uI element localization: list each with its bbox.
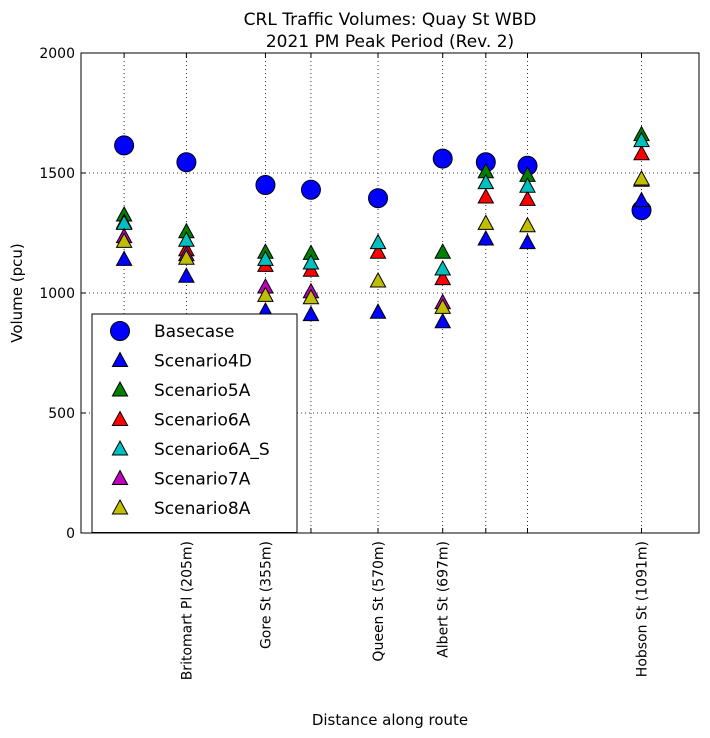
x-tick-label: Gore St (355m) <box>258 541 274 649</box>
legend-entry: Scenario5A <box>111 380 251 401</box>
data-point <box>477 173 495 190</box>
legend-entry: Scenario6A_S <box>111 439 270 460</box>
data-point <box>633 131 650 148</box>
x-tick-label: Albert St (697m) <box>436 541 452 658</box>
data-point <box>302 288 320 305</box>
legend-label: Scenario4D <box>154 352 252 372</box>
legend-marker <box>111 410 129 426</box>
legend: Basecase Scenario4D Scenario5A Scenario6A Sc… <box>91 313 298 533</box>
y-tick-label: 0 <box>66 526 75 542</box>
x-ticks-layer: Britomart Pl (205m) Gore St (355m) Queen S… <box>123 53 651 680</box>
x-tick-label: Queen St (570m) <box>371 541 387 662</box>
data-point <box>177 249 195 265</box>
data-point <box>257 250 274 266</box>
y-tick-label: 2000 <box>39 46 75 62</box>
chart-subtitle: 2021 PM Peak Period (Rev. 2) <box>266 32 514 52</box>
grid-layer <box>81 53 699 533</box>
data-point <box>369 233 387 250</box>
data-point <box>176 152 197 173</box>
data-point <box>633 169 650 186</box>
data-point <box>369 271 387 288</box>
data-point <box>633 144 650 161</box>
data-point <box>477 229 495 246</box>
legend-entry: Scenario8A <box>111 498 251 519</box>
legend-label: Scenario7A <box>154 470 251 490</box>
points-layer <box>114 125 652 329</box>
data-point <box>519 216 536 233</box>
y-axis-label: Volume (pcu) <box>8 243 26 343</box>
data-point <box>369 243 387 259</box>
chart-title: CRL Traffic Volumes: Quay St WBD <box>244 10 537 30</box>
y-tick-label: 1000 <box>39 286 75 302</box>
legend-marker <box>111 380 129 397</box>
data-point <box>434 259 452 276</box>
legend-label: Basecase <box>154 322 234 342</box>
data-point <box>519 177 536 193</box>
series-Scenario6A_S <box>115 131 650 276</box>
data-point <box>302 305 320 322</box>
data-point <box>633 191 650 208</box>
data-point <box>114 135 135 156</box>
legend-marker <box>110 321 130 341</box>
data-point <box>302 253 320 270</box>
data-point <box>434 269 452 286</box>
series-Scenario8A <box>115 169 650 314</box>
legend-label: Scenario5A <box>154 381 251 401</box>
legend-entry: Scenario6A <box>111 410 251 431</box>
legend-label: Scenario6A_S <box>154 440 270 460</box>
legend-label: Scenario8A <box>154 499 251 519</box>
y-tick-label: 1500 <box>39 166 75 182</box>
data-point <box>115 250 133 266</box>
data-point <box>255 175 276 195</box>
y-ticks-layer: 0 500 1000 1500 2000 <box>39 46 699 542</box>
legend-marker <box>111 351 129 367</box>
legend-marker <box>111 439 129 456</box>
x-tick-label: Britomart Pl (205m) <box>179 541 195 680</box>
legend-entry: Basecase <box>110 321 234 342</box>
data-point <box>177 267 195 283</box>
data-point <box>368 188 389 209</box>
data-point <box>115 232 133 248</box>
series-Scenario4D <box>115 191 650 329</box>
data-point <box>434 312 452 329</box>
data-point <box>434 243 452 259</box>
data-point <box>477 187 495 204</box>
x-axis-label: Distance along route <box>312 711 468 729</box>
y-tick-label: 500 <box>48 406 75 422</box>
series-Basecase <box>114 135 652 221</box>
data-point <box>369 303 387 319</box>
data-point <box>434 298 452 314</box>
legend-label: Scenario6A <box>154 411 251 431</box>
data-point <box>519 190 536 206</box>
data-point <box>519 233 536 250</box>
legend-entry: Scenario4D <box>111 351 252 372</box>
data-point <box>477 214 495 230</box>
data-point <box>432 148 453 169</box>
data-point <box>300 179 321 200</box>
legend-entry: Scenario7A <box>111 469 251 490</box>
legend-marker <box>111 498 129 515</box>
x-tick-label: Hobson St (1091m) <box>635 541 651 677</box>
legend-marker <box>111 469 129 485</box>
data-point <box>257 286 274 302</box>
